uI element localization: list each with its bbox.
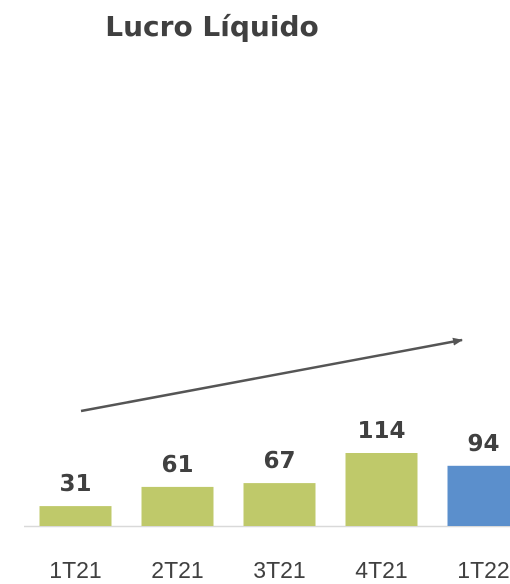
x-tick-label-4t21: 4T21 <box>355 557 407 580</box>
chart-title: Lucro Líquido <box>0 10 424 43</box>
value-label-1t21: 31 <box>59 471 91 497</box>
x-tick-labels-layer: 1T21 2T21 3T21 4T21 1T22 <box>49 557 509 580</box>
x-tick-label-2t21: 2T21 <box>151 557 203 580</box>
value-label-2t21: 61 <box>161 452 193 478</box>
value-label-3t21: 67 <box>263 448 295 474</box>
bar-1t21 <box>40 506 112 526</box>
value-label-4t21: 114 <box>357 418 405 444</box>
bar-1t22 <box>448 466 510 526</box>
value-label-1t22: 94 <box>467 431 499 457</box>
x-tick-label-1t21: 1T21 <box>49 557 101 580</box>
x-tick-label-1t22: 1T22 <box>457 557 509 580</box>
bar-3t21 <box>244 483 316 526</box>
trend-arrow <box>81 340 462 411</box>
bar-4t21 <box>346 453 418 526</box>
x-tick-label-3t21: 3T21 <box>253 557 305 580</box>
bar-2t21 <box>142 487 214 526</box>
